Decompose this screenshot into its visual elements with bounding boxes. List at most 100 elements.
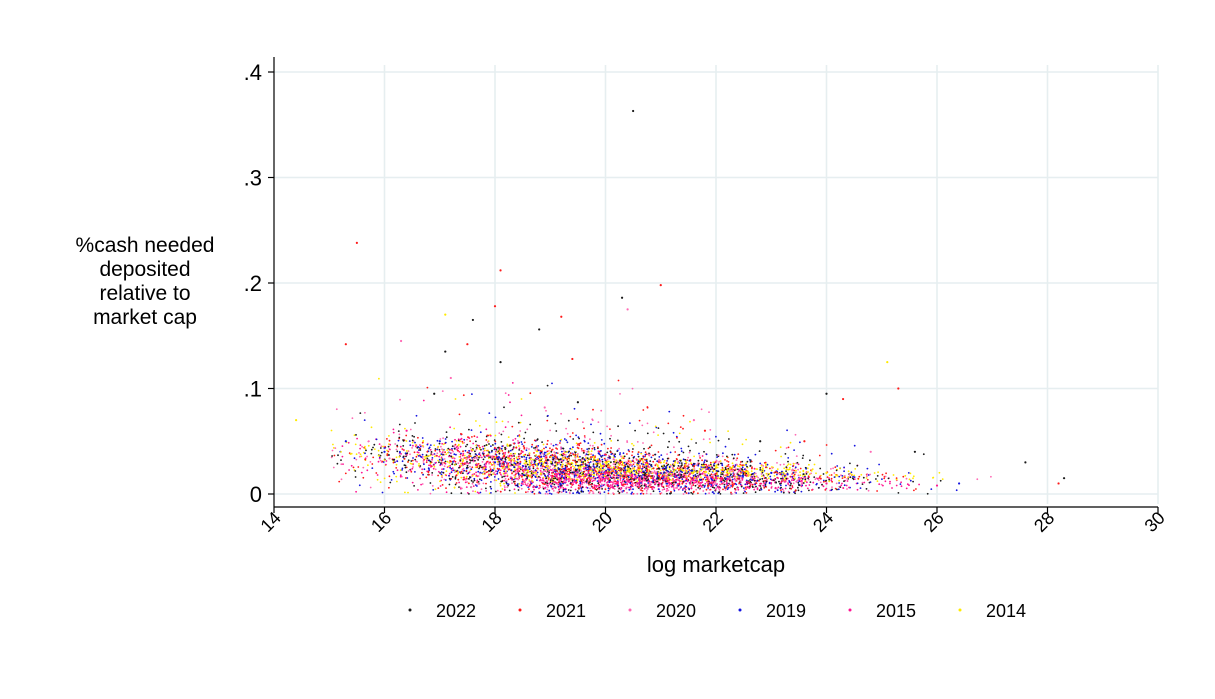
cloud-point bbox=[748, 487, 750, 489]
cloud-point bbox=[827, 476, 829, 478]
cloud-point bbox=[478, 463, 480, 465]
cloud-point bbox=[831, 478, 833, 480]
cloud-point bbox=[583, 452, 585, 454]
cloud-point bbox=[577, 443, 579, 445]
cloud-point bbox=[569, 493, 571, 495]
cloud-point bbox=[409, 453, 411, 455]
cloud-point bbox=[688, 469, 690, 471]
cloud-point bbox=[378, 455, 380, 457]
cloud-point bbox=[844, 484, 846, 486]
cloud-point bbox=[574, 474, 576, 476]
cloud-point bbox=[610, 476, 612, 478]
cloud-point bbox=[684, 487, 686, 489]
cloud-point bbox=[906, 488, 908, 490]
cloud-point bbox=[661, 466, 663, 468]
cloud-point bbox=[508, 394, 510, 396]
cloud-point bbox=[699, 489, 701, 491]
cloud-point bbox=[866, 473, 868, 475]
cloud-point bbox=[658, 461, 660, 463]
cloud-point bbox=[492, 444, 494, 446]
cloud-point bbox=[553, 445, 555, 447]
cloud-point bbox=[746, 481, 748, 483]
cloud-point bbox=[453, 428, 455, 430]
cloud-point bbox=[333, 467, 335, 469]
cloud-point bbox=[402, 448, 404, 450]
cloud-point bbox=[732, 471, 734, 473]
cloud-point bbox=[579, 483, 581, 485]
cloud-point bbox=[684, 459, 686, 461]
cloud-point bbox=[547, 440, 549, 442]
cloud-point bbox=[518, 456, 520, 458]
cloud-point bbox=[828, 479, 830, 481]
cloud-point bbox=[614, 488, 616, 490]
cloud-point bbox=[513, 481, 515, 483]
cloud-point bbox=[435, 488, 437, 490]
cloud-point bbox=[512, 439, 514, 441]
cloud-point bbox=[460, 459, 462, 461]
cloud-point bbox=[531, 475, 533, 477]
cloud-point bbox=[579, 477, 581, 479]
cloud-point bbox=[614, 459, 616, 461]
cloud-point bbox=[413, 436, 415, 438]
cloud-point bbox=[553, 470, 555, 472]
cloud-point bbox=[699, 455, 701, 457]
cloud-point bbox=[706, 453, 708, 455]
cloud-point bbox=[854, 478, 856, 480]
cloud-point bbox=[375, 472, 377, 474]
cloud-point bbox=[372, 447, 374, 449]
cloud-point bbox=[804, 480, 806, 482]
cloud-point bbox=[508, 436, 510, 438]
cloud-point bbox=[678, 489, 680, 491]
cloud-point bbox=[778, 481, 780, 483]
cloud-point bbox=[737, 465, 739, 467]
cloud-point bbox=[462, 460, 464, 462]
cloud-point bbox=[418, 455, 420, 457]
cloud-point bbox=[768, 489, 770, 491]
cloud-point bbox=[428, 448, 430, 450]
cloud-point bbox=[615, 472, 617, 474]
cloud-point bbox=[889, 483, 891, 485]
cloud-point bbox=[501, 434, 503, 436]
cloud-point bbox=[742, 478, 744, 480]
cloud-point bbox=[690, 482, 692, 484]
cloud-point bbox=[622, 481, 624, 483]
cloud-point bbox=[637, 441, 639, 443]
cloud-point bbox=[353, 467, 355, 469]
cloud-point bbox=[807, 488, 809, 490]
cloud-point bbox=[795, 489, 797, 491]
cloud-point bbox=[885, 480, 887, 482]
cloud-point bbox=[583, 482, 585, 484]
cloud-point bbox=[782, 475, 784, 477]
cloud-point bbox=[702, 484, 704, 486]
cloud-point bbox=[609, 438, 611, 440]
cloud-point bbox=[798, 475, 800, 477]
cloud-point bbox=[501, 465, 503, 467]
cloud-point bbox=[625, 488, 627, 490]
cloud-point bbox=[681, 450, 683, 452]
cloud-point bbox=[568, 455, 570, 457]
cloud-point bbox=[600, 473, 602, 475]
cloud-point bbox=[787, 457, 789, 459]
cloud-point bbox=[679, 462, 681, 464]
cloud-point bbox=[579, 461, 581, 463]
cloud-point bbox=[381, 452, 383, 454]
cloud-point bbox=[838, 480, 840, 482]
cloud-point bbox=[421, 472, 423, 474]
cloud-point bbox=[426, 451, 428, 453]
cloud-point bbox=[796, 455, 798, 457]
cloud-point bbox=[564, 479, 566, 481]
cloud-point bbox=[422, 442, 424, 444]
cloud-point bbox=[689, 460, 691, 462]
cloud-point bbox=[525, 432, 527, 434]
cloud-point bbox=[402, 468, 404, 470]
cloud-point bbox=[787, 483, 789, 485]
cloud-point bbox=[753, 475, 755, 477]
cloud-point bbox=[759, 469, 761, 471]
cloud-point bbox=[476, 481, 478, 483]
cloud-point bbox=[423, 400, 425, 402]
cloud-point bbox=[479, 448, 481, 450]
cloud-point bbox=[514, 488, 516, 490]
cloud-point bbox=[532, 480, 534, 482]
cloud-point bbox=[514, 483, 516, 485]
